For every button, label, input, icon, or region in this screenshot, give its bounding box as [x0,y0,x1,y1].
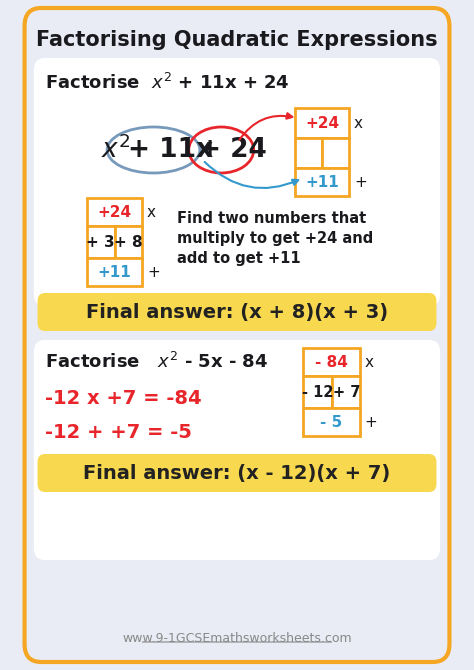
FancyBboxPatch shape [37,454,437,492]
Text: -12 x +7 = -84: -12 x +7 = -84 [45,389,201,407]
Text: - 84: - 84 [315,354,348,369]
Text: +: + [364,415,377,429]
Text: - 5: - 5 [320,415,343,429]
Text: + 7: + 7 [333,385,360,399]
FancyBboxPatch shape [303,376,332,408]
Text: +: + [147,265,160,279]
Text: + 11x: + 11x [128,137,214,163]
FancyBboxPatch shape [87,258,142,286]
FancyBboxPatch shape [25,8,449,662]
Text: Factorising Quadratic Expressions: Factorising Quadratic Expressions [36,30,438,50]
Text: x: x [364,354,373,369]
Text: +11: +11 [98,265,131,279]
FancyBboxPatch shape [303,408,360,436]
FancyBboxPatch shape [332,376,360,408]
FancyBboxPatch shape [303,348,360,376]
Text: add to get +11: add to get +11 [177,251,301,265]
Text: + 8: + 8 [114,234,143,249]
FancyBboxPatch shape [115,226,142,258]
Text: www.9-1GCSEmathsworksheets.com: www.9-1GCSEmathsworksheets.com [122,632,352,645]
Text: -12 + +7 = -5: -12 + +7 = -5 [45,423,192,442]
Text: x: x [354,115,363,131]
FancyBboxPatch shape [295,108,349,138]
Text: Factorise  $x^2$ + 11x + 24: Factorise $x^2$ + 11x + 24 [45,73,290,93]
Text: - 12: - 12 [302,385,334,399]
Text: + 24: + 24 [199,137,267,163]
Text: Final answer: (x + 8)(x + 3): Final answer: (x + 8)(x + 3) [86,302,388,322]
FancyBboxPatch shape [295,138,322,168]
Text: +24: +24 [305,115,339,131]
FancyBboxPatch shape [34,58,440,306]
FancyBboxPatch shape [87,226,115,258]
Text: Factorise   $x^2$ - 5x - 84: Factorise $x^2$ - 5x - 84 [45,352,268,372]
Text: +: + [354,174,366,190]
FancyBboxPatch shape [295,168,349,196]
Text: x: x [147,204,156,220]
Text: +11: +11 [305,174,339,190]
Text: multiply to get +24 and: multiply to get +24 and [177,230,373,245]
FancyBboxPatch shape [37,293,437,331]
Text: +24: +24 [98,204,132,220]
FancyBboxPatch shape [34,340,440,560]
Text: Find two numbers that: Find two numbers that [177,210,366,226]
Text: + 3: + 3 [86,234,115,249]
FancyBboxPatch shape [87,198,142,226]
Text: Final answer: (x - 12)(x + 7): Final answer: (x - 12)(x + 7) [83,464,391,482]
Text: $x^2$: $x^2$ [100,136,130,164]
FancyBboxPatch shape [322,138,349,168]
